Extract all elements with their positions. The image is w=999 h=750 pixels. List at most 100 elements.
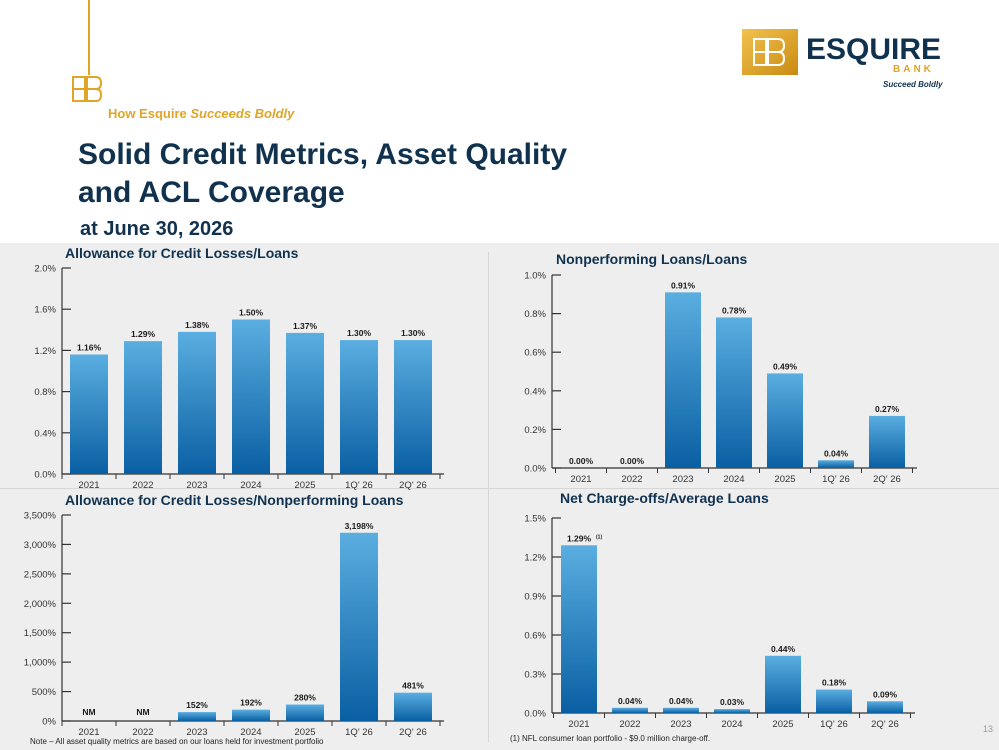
data-label: 1.29% xyxy=(131,329,156,339)
data-label: 1.38% xyxy=(185,320,210,330)
data-label: 0.00% xyxy=(620,456,645,466)
x-tick-label: 2021 xyxy=(78,480,99,491)
y-tick-label: 0.0% xyxy=(34,470,56,481)
bar xyxy=(124,341,162,474)
bar xyxy=(561,545,597,713)
x-tick-label: 2022 xyxy=(619,719,640,730)
x-tick-label: 2024 xyxy=(240,727,261,738)
y-tick-label: 1,500% xyxy=(24,628,57,639)
bar xyxy=(714,709,750,713)
x-tick-label: 2021 xyxy=(570,474,591,485)
bar xyxy=(765,655,801,713)
footnote-right: (1) NFL consumer loan portfolio - $9.0 m… xyxy=(510,734,711,743)
y-tick-label: 1.0% xyxy=(524,271,546,282)
title-line-2: and ACL Coverage xyxy=(78,176,345,209)
x-tick-label: 2025 xyxy=(294,727,315,738)
x-tick-label: 2022 xyxy=(132,727,153,738)
data-label: 152% xyxy=(186,700,208,710)
data-label: 481% xyxy=(402,681,424,691)
gold-accent-line xyxy=(88,0,90,75)
data-label: 1.30% xyxy=(347,328,372,338)
y-tick-label: 1.2% xyxy=(34,346,56,357)
data-label: 280% xyxy=(294,693,316,703)
bar xyxy=(867,701,903,713)
bar xyxy=(816,689,852,713)
data-label: 0.78% xyxy=(722,305,747,315)
page-number: 13 xyxy=(983,724,994,734)
x-tick-label: 1Q' 26 xyxy=(345,727,373,738)
esquire-logo-icon xyxy=(742,29,798,75)
logo-bank-label: BANK xyxy=(893,64,934,75)
bar xyxy=(178,331,216,474)
x-tick-label: 2021 xyxy=(568,719,589,730)
data-label: 0.00% xyxy=(569,456,594,466)
data-label: 0.04% xyxy=(669,696,694,706)
x-tick-label: 1Q' 26 xyxy=(820,719,848,730)
y-tick-label: 0.9% xyxy=(524,592,546,603)
x-tick-label: 2024 xyxy=(723,474,744,485)
bar xyxy=(340,532,378,721)
data-label: 0.03% xyxy=(720,697,745,707)
x-tick-label: 2Q' 26 xyxy=(873,474,901,485)
data-label: 1.29% xyxy=(567,533,592,543)
y-tick-label: 0.6% xyxy=(524,631,546,642)
charts-panel xyxy=(0,243,999,750)
y-tick-label: 500% xyxy=(32,687,57,698)
data-label: 0.09% xyxy=(873,689,898,699)
bar xyxy=(178,712,216,721)
tagline-emphasis: Succeeds Boldly xyxy=(190,106,295,121)
y-tick-label: 2.0% xyxy=(34,264,56,275)
data-label: 0.44% xyxy=(771,644,796,654)
y-tick-label: 0% xyxy=(42,717,56,728)
data-label-superscript: (1) xyxy=(596,534,602,540)
chart-title-acl-npl: Allowance for Credit Losses/Nonperformin… xyxy=(65,492,404,508)
x-tick-label: 2021 xyxy=(78,727,99,738)
data-label: 0.18% xyxy=(822,678,847,688)
x-tick-label: 2Q' 26 xyxy=(399,480,427,491)
data-label: 1.30% xyxy=(401,328,426,338)
y-tick-label: 0.4% xyxy=(524,386,546,397)
bar xyxy=(286,332,324,474)
y-tick-label: 2,000% xyxy=(24,599,57,610)
bar xyxy=(394,692,432,721)
y-tick-label: 0.4% xyxy=(34,428,56,439)
x-tick-label: 2025 xyxy=(772,719,793,730)
x-tick-label: 2025 xyxy=(774,474,795,485)
bar xyxy=(663,707,699,713)
x-tick-label: 2025 xyxy=(294,480,315,491)
x-tick-label: 2023 xyxy=(672,474,693,485)
x-tick-label: 2022 xyxy=(621,474,642,485)
data-label: NM xyxy=(136,707,149,717)
y-tick-label: 0.8% xyxy=(524,309,546,320)
y-tick-label: 2,500% xyxy=(24,569,57,580)
y-tick-label: 1.6% xyxy=(34,305,56,316)
chart-title-nco: Net Charge-offs/Average Loans xyxy=(560,490,769,506)
x-tick-label: 2023 xyxy=(186,727,207,738)
data-label: 192% xyxy=(240,698,262,708)
footnote-left: Note – All asset quality metrics are bas… xyxy=(30,737,324,746)
bar xyxy=(394,340,432,474)
y-tick-label: 3,000% xyxy=(24,540,57,551)
y-tick-label: 1,000% xyxy=(24,658,57,669)
x-tick-label: 2024 xyxy=(240,480,261,491)
bar xyxy=(767,373,803,468)
data-label: 0.27% xyxy=(875,404,900,414)
data-label: 0.91% xyxy=(671,280,696,290)
logo-wordmark: ESQUIRE xyxy=(806,33,942,66)
logo-tagline: Succeed Boldly xyxy=(883,80,943,89)
bar xyxy=(716,317,752,468)
page-subtitle: at June 30, 2026 xyxy=(80,218,234,240)
data-label: 0.04% xyxy=(618,696,643,706)
data-label: 1.37% xyxy=(293,321,318,331)
data-label: 3,198% xyxy=(345,521,374,531)
tagline: How Esquire Succeeds Boldly xyxy=(108,106,294,121)
x-tick-label: 1Q' 26 xyxy=(345,480,373,491)
bar xyxy=(70,354,108,474)
y-tick-label: 0.0% xyxy=(524,464,546,475)
y-tick-label: 1.2% xyxy=(524,553,546,564)
bar xyxy=(869,415,905,468)
bar xyxy=(232,319,270,474)
